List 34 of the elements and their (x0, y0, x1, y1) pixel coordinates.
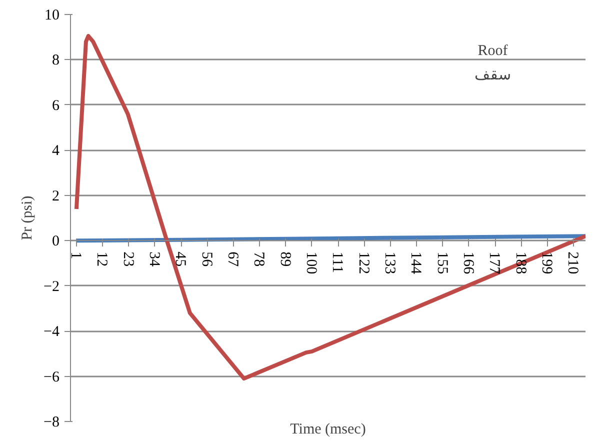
x-tick-label: 12 (94, 252, 110, 267)
x-tick-label: 122 (355, 252, 372, 274)
x-tick-label: 23 (120, 252, 136, 267)
y-tick-label: 2 (52, 188, 60, 204)
x-tick-label: 133 (381, 252, 398, 274)
x-tick-label: 166 (460, 252, 476, 275)
y-axis-title: Pr (psi) (20, 196, 36, 240)
x-tick-label: 78 (250, 252, 267, 267)
y-tick-label: −2 (44, 278, 60, 295)
x-tick-label: 45 (172, 252, 188, 267)
x-tick-label: 100 (302, 252, 319, 274)
y-tick-label: −6 (44, 369, 60, 386)
x-axis-title: Time (msec) (290, 422, 366, 438)
x-tick-label: 56 (198, 252, 214, 268)
x-tick-label: 144 (408, 252, 424, 275)
x-tick-label: 199 (538, 252, 554, 274)
y-tick-label: 10 (44, 8, 60, 24)
x-tick-label: 34 (146, 252, 162, 268)
y-tick-label: −4 (44, 324, 60, 340)
x-tick-label: 177 (486, 252, 502, 275)
x-tick-label: 67 (224, 252, 240, 268)
annotation: سقف (474, 68, 512, 84)
y-tick-label: 6 (52, 98, 60, 114)
y-tick-label: −8 (44, 414, 60, 430)
annotation: Roof (478, 43, 508, 60)
x-tick-label: 210 (564, 252, 581, 274)
x-tick-label: 111 (329, 252, 346, 273)
x-tick-label: 89 (276, 252, 293, 267)
x-tick-label: 1 (67, 252, 84, 260)
y-tick-label: 8 (52, 52, 60, 69)
x-tick-label: 188 (512, 252, 528, 274)
y-tick-label: 4 (52, 143, 60, 160)
x-tick-label: 155 (434, 252, 450, 274)
y-tick-label: 0 (52, 234, 60, 250)
